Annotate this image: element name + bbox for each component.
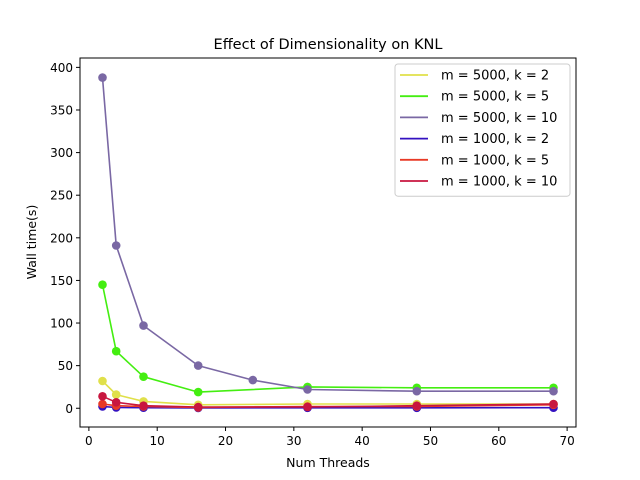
axes: 0 10 20 30 40 50 60 70 0 50 100 150 200 250 300 350 400 [50,57,577,448]
x-tick-label: 10 [150,434,165,448]
x-tick-label: 30 [286,434,301,448]
x-tick-label: 40 [355,434,370,448]
plot-frame [79,57,577,428]
y-tick-label: 250 [50,189,73,203]
x-tick-label: 60 [491,434,506,448]
data-point [98,399,107,409]
data-point [549,386,558,396]
plot-area [98,73,558,413]
data-point [98,376,107,386]
data-point [111,390,121,399]
legend-label: m = 5000, k = 5 [441,90,549,105]
data-point [248,375,258,385]
x-tick-label: 50 [423,434,438,448]
data-point [193,387,203,397]
data-point [98,73,107,82]
legend-label: m = 5000, k = 2 [441,69,549,84]
y-tick-label: 150 [50,274,73,288]
data-point [412,401,422,411]
data-point [412,386,422,396]
y-tick-label: 300 [50,146,73,160]
data-point [193,361,203,370]
data-point [139,321,148,330]
x-tick-label: 0 [85,434,93,448]
data-point [193,402,203,412]
y-tick-label: 50 [58,359,73,373]
legend-label: m = 5000, k = 10 [441,111,557,126]
data-point [303,402,312,412]
y-tick-label: 350 [50,103,73,117]
y-axis-title: Wall time(s) [24,205,39,280]
x-axis-title: Num Threads [286,455,370,470]
series-3 [98,73,558,396]
data-point [139,372,148,382]
legend-box [394,63,571,197]
data-point [111,398,121,407]
data-point [303,385,312,394]
series-line [101,77,554,393]
x-tick-label: 20 [218,434,233,448]
legend-label: m = 1000, k = 10 [441,175,557,190]
y-tick-label: 0 [65,402,73,416]
data-point [139,401,148,411]
y-tick-label: 100 [50,317,73,331]
data-point [98,392,107,401]
y-tick-label: 200 [50,231,73,245]
legend-label: m = 1000, k = 5 [441,153,549,168]
chart-title: Effect of Dimensionality on KNL [214,37,443,53]
data-point [111,346,121,356]
data-point [111,241,121,250]
y-tick-label: 400 [50,61,73,75]
x-tick-label: 70 [559,434,574,448]
series-6 [98,392,558,412]
data-point [98,280,107,290]
data-point [549,399,558,409]
legend-label: m = 1000, k = 2 [441,132,549,147]
legend: m = 5000, k = 2 m = 5000, k = 5 m = 5000, … [394,63,571,197]
